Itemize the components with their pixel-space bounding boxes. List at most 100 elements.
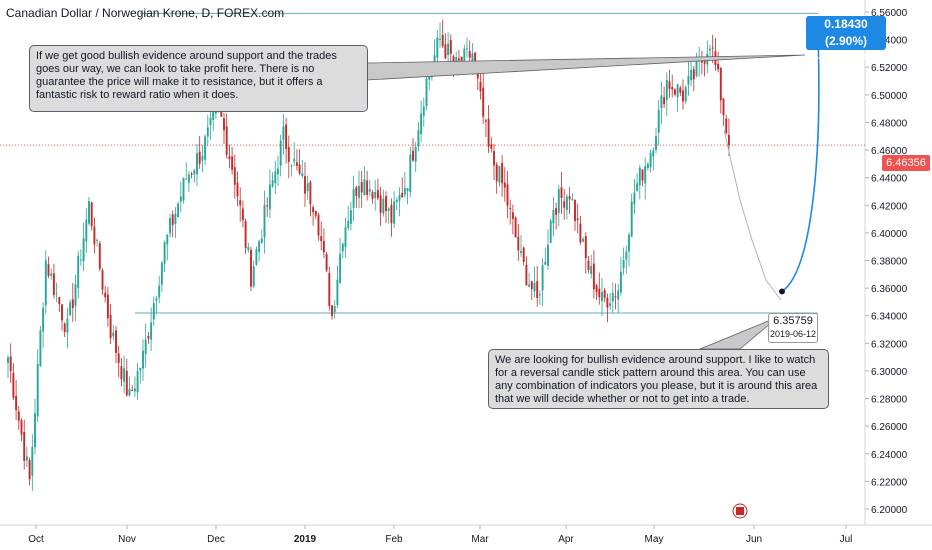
y-tick-label: 6.34000 (871, 312, 908, 323)
projection-start-label[interactable]: 6.35759 2019-06-12 (768, 313, 818, 343)
x-tick-label: Oct (28, 534, 44, 545)
candle-body (690, 69, 693, 81)
x-tick-label: Mar (471, 534, 489, 545)
candle-body (328, 273, 331, 307)
candle-body (625, 251, 628, 260)
candle-body (671, 87, 674, 90)
candle-body (474, 52, 477, 65)
candle-body (398, 194, 401, 201)
candle-body (498, 165, 501, 183)
candle-body (88, 201, 90, 224)
candle-body (133, 388, 136, 392)
candle-body (42, 307, 45, 332)
y-tick-label: 6.36000 (871, 284, 908, 295)
candle-body (228, 156, 231, 160)
candle-body (63, 323, 66, 333)
support-note[interactable]: We are looking for bullish evidence arou… (488, 349, 829, 409)
candle-body (503, 182, 506, 188)
candle-body (622, 260, 625, 269)
x-tick-label: Nov (118, 534, 136, 545)
candle-body (77, 256, 80, 289)
candle-body (128, 389, 131, 396)
resistance-note[interactable]: If we get good bullish evidence around s… (29, 45, 368, 112)
candle-body (525, 264, 528, 286)
candle-body (39, 330, 42, 367)
candle-body (247, 246, 250, 250)
candle-body (131, 389, 134, 392)
candle-body (528, 284, 531, 287)
candle-body (660, 95, 663, 109)
candle-body (568, 196, 571, 200)
candle-body (582, 238, 585, 242)
candle-body (501, 162, 504, 184)
candle-body (263, 204, 266, 238)
candle-body (676, 84, 679, 98)
candle-body (155, 298, 158, 301)
candle-body (382, 198, 385, 214)
candle-body (711, 47, 714, 49)
candle-body (160, 262, 163, 285)
candle-body (182, 177, 185, 201)
projection-curve (781, 36, 820, 293)
candle-body (725, 118, 728, 133)
candle-body (333, 306, 336, 313)
candle-body (9, 356, 12, 372)
y-tick-label: 6.30000 (871, 367, 908, 378)
candle-body (236, 182, 239, 197)
candle-body (271, 180, 274, 187)
candle-body (717, 63, 720, 70)
candle-body (420, 113, 423, 134)
candle-body (31, 446, 34, 476)
candle-body (279, 140, 282, 166)
candle-body (703, 60, 706, 64)
candle-body (169, 218, 171, 234)
y-tick-label: 6.28000 (871, 395, 908, 406)
candle-body (517, 236, 520, 251)
y-tick-label: 6.56000 (871, 8, 908, 19)
candle-body (223, 118, 225, 131)
candle-body (198, 151, 201, 164)
candle-body (533, 282, 536, 292)
candle-body (325, 253, 328, 271)
candle-body (482, 87, 485, 117)
candle-body (587, 260, 590, 271)
candle-body (344, 227, 347, 247)
candle-body (139, 367, 142, 371)
candle-body (352, 188, 355, 208)
candle-body (584, 236, 587, 259)
candle-body (547, 244, 549, 266)
candle-body (652, 150, 655, 157)
candle-body (468, 51, 471, 58)
candle-body (549, 220, 552, 243)
candle-body (457, 58, 460, 61)
candle-body (47, 264, 50, 276)
candle-body (185, 178, 188, 180)
candle-body (655, 136, 657, 150)
projection-target-label[interactable]: 0.18430 (2.90%) 6.54189 @ 2019-06- (806, 16, 886, 62)
candle-body (301, 173, 304, 177)
candle-body (592, 263, 595, 290)
candle-body (436, 37, 439, 58)
candle-body (179, 196, 182, 202)
candle-body (93, 226, 96, 245)
candle-body (109, 314, 112, 339)
candle-body (425, 78, 428, 107)
candle-body (106, 294, 109, 319)
candle-body (331, 305, 333, 316)
candle-body (244, 221, 247, 248)
candle-body (277, 168, 279, 175)
candle-body (379, 195, 382, 213)
candle-body (514, 217, 517, 238)
candle-body (590, 266, 593, 275)
candle-body (719, 67, 722, 101)
candle-body (50, 273, 53, 276)
candle-body (506, 184, 509, 206)
candle-body (520, 250, 522, 253)
candle-body (374, 192, 377, 198)
candle-body (115, 330, 117, 353)
candle-body (347, 221, 350, 228)
candle-body (663, 97, 666, 105)
candle-body (395, 199, 398, 202)
candle-body (74, 284, 77, 306)
